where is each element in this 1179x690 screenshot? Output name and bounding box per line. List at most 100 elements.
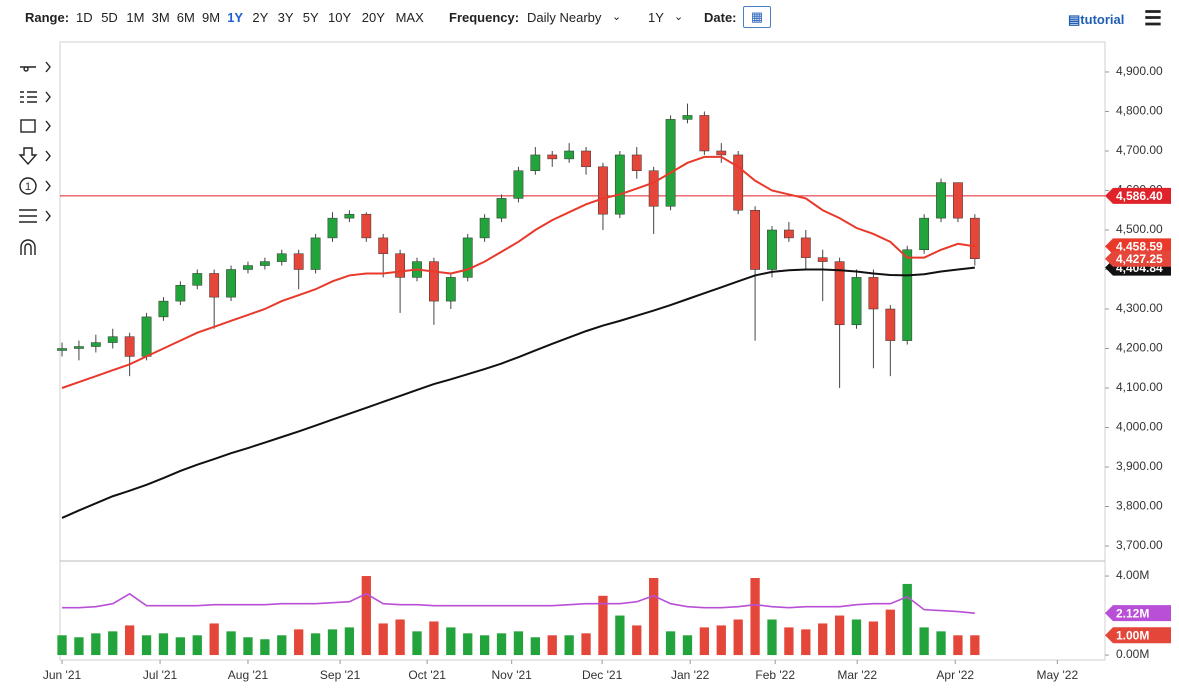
x-tick-label: Oct '21 (408, 668, 446, 682)
volume-bar (818, 623, 828, 656)
candle-body (767, 229, 777, 270)
chevron[interactable]: ⌄ (674, 11, 684, 23)
drawing-tools[interactable] (18, 61, 51, 255)
candle-body (361, 213, 372, 239)
volume-bar (615, 615, 625, 656)
range-option[interactable]: 3Y (277, 10, 294, 25)
y-tick-label: 4,900.00 (1116, 64, 1163, 78)
last-price-tag-box (1105, 250, 1171, 267)
range-option[interactable]: 6M (176, 10, 195, 25)
x-tick-label: Feb '22 (755, 668, 795, 682)
candle-body (631, 154, 642, 171)
volume-bar (649, 578, 659, 656)
volume-bar (479, 635, 490, 656)
candle-body (851, 277, 862, 326)
frequency-label: Frequency: (449, 10, 520, 25)
ma50-line (61, 155, 975, 389)
x-tick-label: Nov '21 (492, 668, 533, 682)
candle-body (192, 273, 203, 286)
candle-body (614, 154, 625, 215)
range-option[interactable]: 2Y (252, 10, 269, 25)
volume-bar (885, 609, 895, 656)
volume-bar (260, 639, 270, 656)
tool-number: 1 (25, 181, 31, 193)
volume-bar (581, 633, 591, 656)
range-option[interactable]: 1D (76, 10, 93, 25)
candle-body (124, 336, 135, 357)
period[interactable]: 1Y (648, 10, 664, 25)
range-option[interactable]: 5Y (302, 10, 319, 25)
candle-body (259, 261, 270, 266)
ma50-tag-box (1105, 238, 1171, 255)
candle-body (90, 342, 101, 347)
range-option[interactable]: 9M (202, 10, 221, 25)
menu-icon[interactable]: ☰ (1144, 8, 1162, 30)
volume-bar (564, 635, 574, 656)
calendar-button[interactable]: ▦ (743, 6, 771, 28)
range-option[interactable]: MAX (395, 10, 424, 25)
volume-bar (310, 633, 321, 656)
frequency[interactable]: Daily Nearby (527, 10, 602, 25)
volume-tick-label: 4.00M (1116, 568, 1149, 582)
range-option[interactable]: 20Y (361, 10, 385, 25)
x-tick-label: Aug '21 (228, 668, 269, 682)
volume-bar (953, 635, 963, 656)
volume-bar (141, 635, 152, 656)
volume-bar (446, 627, 456, 656)
plot-frame (59, 41, 1106, 661)
y-tick-label: 4,800.00 (1116, 104, 1163, 118)
x-tick-label: Mar '22 (837, 668, 877, 682)
range-option[interactable]: 5D (101, 10, 118, 25)
candle-body (395, 253, 406, 278)
range-option[interactable]: 1M (126, 10, 145, 25)
candle-body (74, 346, 84, 349)
tutorial-link[interactable]: ▤tutorial (1068, 12, 1125, 27)
candle-body (547, 154, 558, 160)
volume-bar (496, 633, 507, 656)
volume-bar (243, 637, 253, 656)
volume-bar (598, 595, 608, 656)
x-tick-label: May '22 (1037, 668, 1079, 682)
volume-avg-tag-box (1105, 605, 1171, 622)
range-option[interactable]: 3M (151, 10, 170, 25)
range-option[interactable]: 1Y (227, 10, 244, 25)
reference-tag: 4,586.40 (1116, 189, 1163, 203)
volume-bar (378, 623, 388, 656)
volume-bar (919, 627, 929, 656)
candle-body (513, 170, 524, 199)
last-price-tag: 4,427.25 (1116, 252, 1163, 266)
candle-body (800, 237, 811, 258)
candle-body (716, 150, 727, 156)
y-tick-label: 3,800.00 (1116, 499, 1163, 513)
volume-bar (868, 621, 879, 656)
candle-body (344, 213, 355, 219)
volume-bar (716, 625, 726, 656)
volume-bar (277, 635, 287, 656)
x-tick-label: Apr '22 (936, 668, 974, 682)
volume-bar (547, 635, 557, 656)
candle-body (953, 182, 963, 219)
candle-body (429, 261, 439, 302)
volume-bar (682, 635, 693, 656)
range-option[interactable]: 10Y (328, 10, 352, 25)
y-tick-label: 3,700.00 (1116, 538, 1163, 552)
candle-body (158, 300, 169, 318)
candle-body (817, 257, 828, 262)
volume-bar (395, 619, 405, 656)
candle-body (902, 249, 913, 341)
candle-body (919, 217, 930, 250)
tutorial-text[interactable]: tutorial (1080, 12, 1125, 27)
volume-bar (970, 635, 980, 656)
candle-body (243, 265, 253, 270)
volume-bar (294, 629, 304, 656)
volume-bar (412, 631, 422, 656)
volume-bar (192, 635, 202, 656)
volume-bar (57, 635, 67, 656)
chevron[interactable]: ⌄ (612, 11, 622, 23)
last-volume-tag-box (1105, 627, 1171, 644)
candle-body (783, 229, 794, 239)
volume-avg-line (62, 592, 975, 614)
volume-bar (513, 631, 524, 656)
